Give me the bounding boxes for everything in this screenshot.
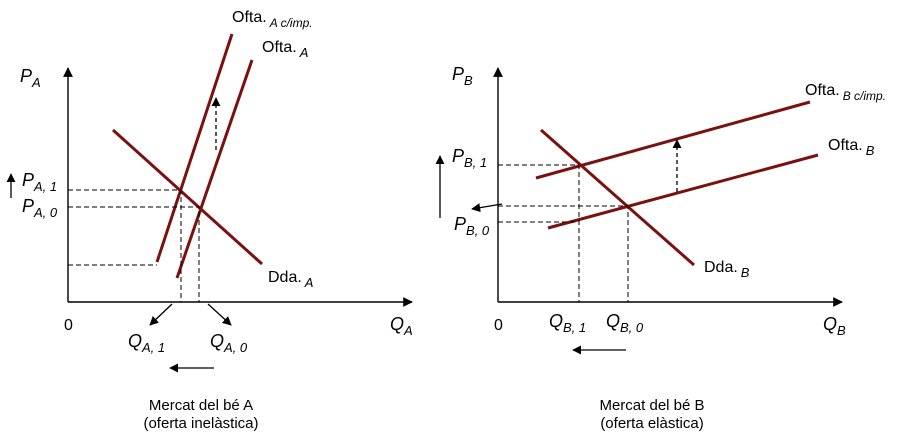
panel-b-x-axis-label: QB [823,314,846,338]
panel-b-price-down-arrow [471,203,503,213]
panel-b-supply-curve [547,153,819,230]
panel-a-caption-line1: Mercat del bé A [149,397,253,414]
panel-b-y-axis-label: PB [452,64,473,88]
panel-a-supply-taxed-label: Ofta. A c/imp. [232,9,313,30]
panel-a-price-0-label: PA, 0 [22,196,58,220]
panel-b-demand-curve [540,128,695,267]
panel-a-x-axis-label: QA [390,314,413,338]
panel-a-y-axis-label: PA [20,66,41,90]
panel-b-caption-line1: Mercat del bé B [599,397,704,414]
panel-a-supply-taxed-curve [155,33,234,263]
panel-b-origin-label: 0 [494,317,503,334]
panel-a-q0-arrow [207,303,232,326]
panel-a-qty-0-label: QA, 0 [210,331,248,355]
panel-b-price-0-label: PB, 0 [454,214,490,238]
panel-a-dashed-p0 [68,206,200,302]
panel-b-supply-taxed-curve [535,100,811,180]
panel-b-qty-1-label: QB, 1 [549,311,586,335]
panel-a: PA QA 0 Ofta. A c/imp. Ofta. A Dda. A PA, 1… [6,9,413,432]
panel-b: PB QB 0 Ofta. B c/imp. Ofta. B Dda. B PB, 1… [435,64,886,432]
panel-a-price-1-label: PA, 1 [22,170,57,194]
panel-b-demand-label: Dda. B [704,259,750,280]
panel-b-qty-0-label: QB, 0 [606,311,644,335]
panel-b-caption-line2: (oferta elàstica) [600,415,703,432]
panel-b-price-1-label: PB, 1 [452,146,487,170]
panel-a-qty-1-label: QA, 1 [128,331,165,355]
panel-a-demand-label: Dda. A [268,269,313,290]
panel-a-supply-label: Ofta. A [262,39,308,60]
panel-b-supply-label: Ofta. B [828,137,875,158]
panel-a-supply-curve [175,59,254,279]
panel-b-dashed-p1 [498,164,580,302]
panel-a-q1-arrow [149,303,173,326]
panel-a-demand-curve [111,128,264,266]
panel-b-supply-taxed-label: Ofta. B c/imp. [805,82,886,103]
panel-a-caption-line2: (oferta inelàstica) [143,415,258,432]
panel-b-dashed-p0 [498,205,629,302]
panel-a-dashed-p1 [68,189,182,302]
panel-a-origin-label: 0 [64,317,73,334]
